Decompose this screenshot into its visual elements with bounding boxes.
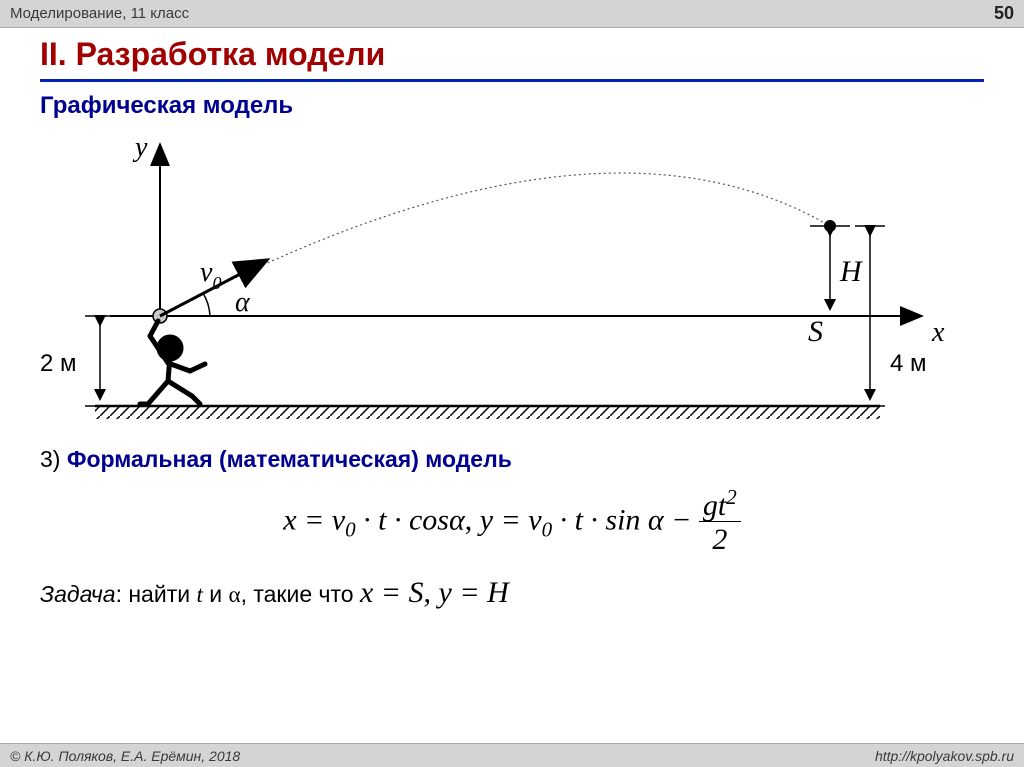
item-number: 3) bbox=[40, 446, 67, 472]
slide-content: II. Разработка модели Графическая модель bbox=[0, 28, 1024, 618]
thrower-icon bbox=[140, 321, 205, 404]
header-bar: Моделирование, 11 класс 50 bbox=[0, 0, 1024, 28]
slide-title: II. Разработка модели bbox=[40, 36, 984, 73]
left-height: 2 м bbox=[40, 350, 77, 377]
trajectory-diagram: y x v0 α H S 2 м 4 м bbox=[40, 126, 960, 436]
x-axis-label: x bbox=[931, 317, 945, 348]
course-label: Моделирование, 11 класс bbox=[10, 5, 189, 22]
motion-equations: x = v0 · t · cosα, y = v0 · t · sin α − … bbox=[40, 487, 984, 558]
H-label: H bbox=[839, 255, 864, 288]
copyright: © К.Ю. Поляков, Е.А. Ерёмин, 2018 bbox=[10, 748, 240, 764]
fraction: gt22 bbox=[699, 487, 741, 558]
right-height: 4 м bbox=[890, 350, 927, 377]
v0-label: v bbox=[200, 257, 213, 288]
task-statement: Задача: найти t и α, такие что x = S, y … bbox=[40, 576, 984, 610]
page-number: 50 bbox=[994, 3, 1014, 24]
v0-sub: 0 bbox=[212, 273, 221, 293]
title-underline bbox=[40, 79, 984, 82]
diagram-svg: y x v0 α H S 2 м 4 м bbox=[40, 126, 960, 436]
section-formal: 3) Формальная (математическая) модель bbox=[40, 446, 984, 473]
svg-text:v0: v0 bbox=[200, 257, 221, 293]
alpha-label: α bbox=[235, 287, 251, 318]
task-word: Задача bbox=[40, 581, 116, 607]
formal-model-label: Формальная (математическая) модель bbox=[67, 446, 512, 472]
footer-url: http://kpolyakov.spb.ru bbox=[875, 748, 1014, 764]
task-conditions: x = S, y = H bbox=[360, 576, 509, 609]
y-axis-label: y bbox=[132, 132, 148, 163]
S-label: S bbox=[808, 315, 823, 348]
footer-bar: © К.Ю. Поляков, Е.А. Ерёмин, 2018 http:/… bbox=[0, 743, 1024, 767]
section-graphical: Графическая модель bbox=[40, 92, 984, 120]
